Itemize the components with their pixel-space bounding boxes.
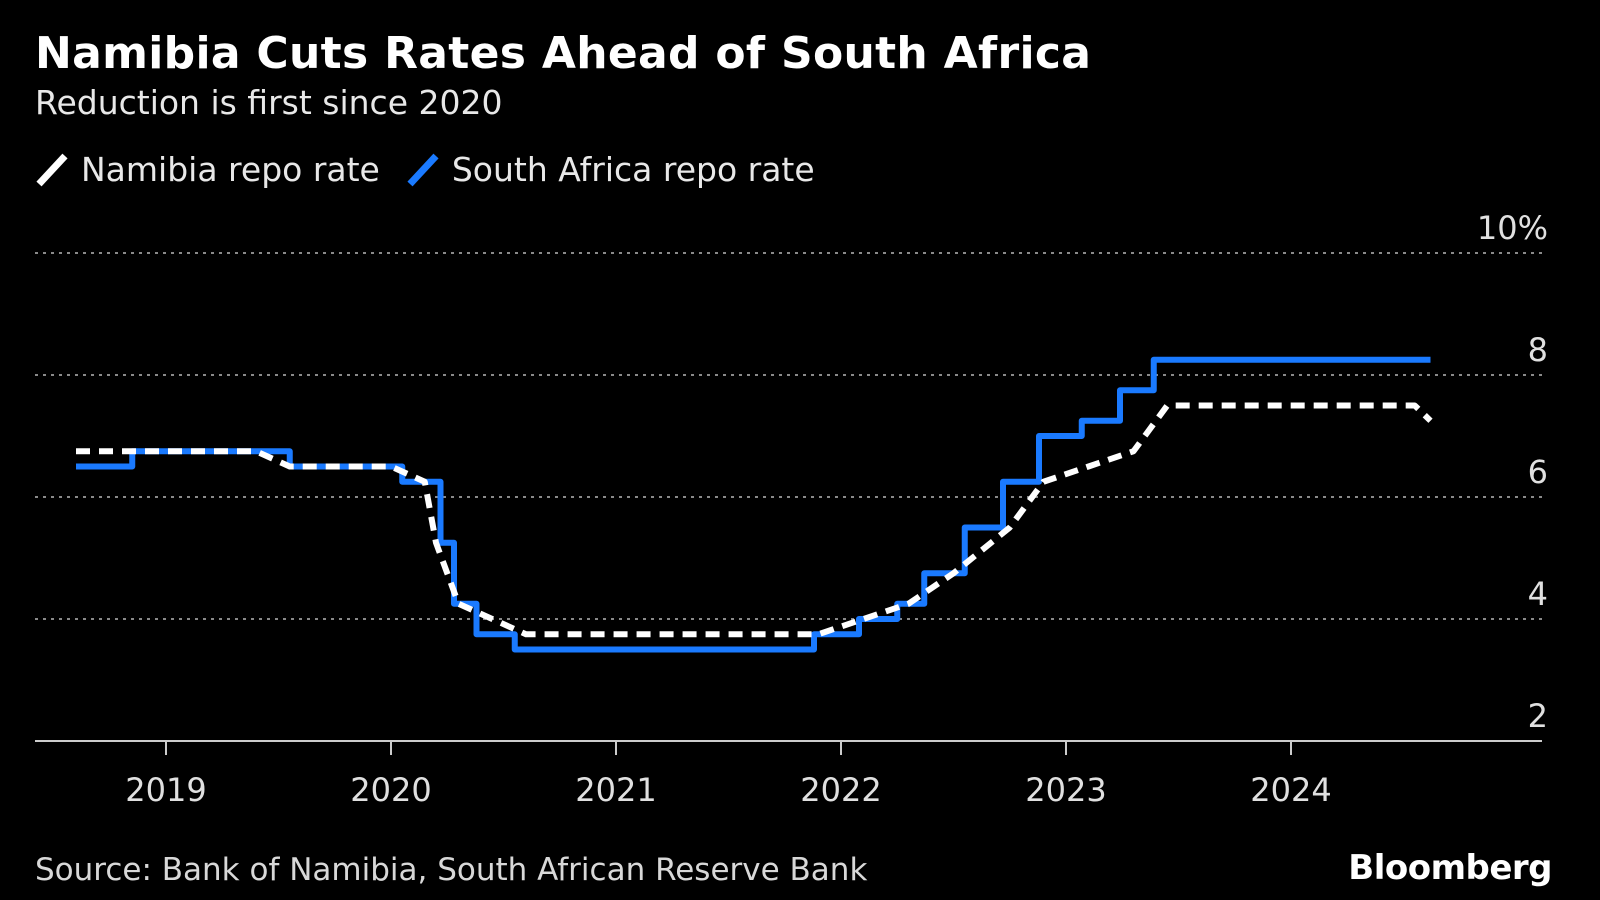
gridlines: [35, 252, 1542, 620]
y-tick-label-8: 8: [1528, 331, 1548, 369]
y-tick-label-4: 4: [1528, 575, 1548, 613]
legend-swatch-south-africa: [407, 153, 439, 186]
bloomberg-logo: Bloomberg: [1348, 848, 1552, 888]
source-note: Source: Bank of Namibia, South African R…: [35, 852, 868, 888]
x-tick-label-2024: 2024: [1250, 771, 1331, 809]
x-tick-label-2021: 2021: [575, 771, 656, 809]
x-tick-label-2023: 2023: [1025, 771, 1106, 809]
series-line-namibia: [76, 402, 1433, 638]
legend-label-namibia: Namibia repo rate: [81, 150, 380, 189]
x-tick-label-2020: 2020: [350, 771, 431, 809]
series-lines: [76, 356, 1433, 653]
legend-label-south-africa: South Africa repo rate: [451, 150, 815, 189]
x-axis: 2019 2020 2021 2022 2023 2024: [35, 740, 1542, 809]
legend-item-south-africa: South Africa repo rate: [406, 150, 815, 189]
y-tick-label-6: 6: [1528, 453, 1548, 491]
x-tick-label-2022: 2022: [800, 771, 881, 809]
chart-subtitle: Reduction is first since 2020: [35, 83, 503, 122]
x-tick-label-2019: 2019: [125, 771, 206, 809]
chart-title: Namibia Cuts Rates Ahead of South Africa: [35, 28, 1092, 79]
y-tick-label-2: 2: [1528, 697, 1548, 735]
legend: Namibia repo rate South Africa repo rate: [35, 150, 841, 189]
legend-swatch-namibia: [36, 153, 68, 186]
legend-item-namibia: Namibia repo rate: [35, 150, 380, 189]
y-tick-label-10: 10%: [1477, 209, 1548, 247]
y-axis-labels: 2 4 6 8 10%: [1477, 209, 1548, 735]
series-line-south-africa: [76, 356, 1431, 653]
